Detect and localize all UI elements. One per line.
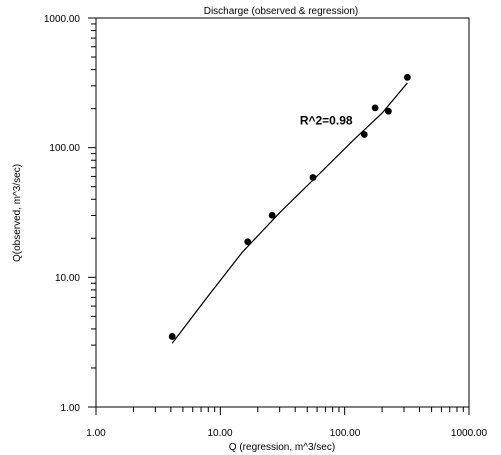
x-major-ticks bbox=[95, 407, 470, 415]
data-point-2 bbox=[244, 238, 252, 246]
x-tick-label-1000: 1000.00 bbox=[451, 428, 488, 439]
data-point-3 bbox=[268, 211, 276, 219]
data-point-4 bbox=[309, 174, 317, 181]
r2-annotation: R^2=0.98 bbox=[300, 113, 353, 127]
y-minor-ticks bbox=[91, 23, 96, 369]
y-tick-label-1000: 1000.00 bbox=[44, 14, 81, 25]
x-tick-label-10: 10.00 bbox=[207, 428, 232, 439]
regression-line bbox=[171, 82, 408, 344]
x-minor-ticks bbox=[132, 407, 464, 412]
data-point-5 bbox=[360, 131, 368, 138]
y-tick-label-100: 100.00 bbox=[49, 143, 80, 154]
plot-frame bbox=[95, 17, 470, 408]
x-tick-label-100: 100.00 bbox=[330, 428, 361, 439]
chart-title: Discharge (observed & regression) bbox=[204, 6, 359, 17]
y-tick-label-10: 10.00 bbox=[55, 273, 80, 284]
data-point-8 bbox=[403, 73, 411, 81]
data-point-1 bbox=[168, 333, 176, 340]
x-axis-label: Q (regression, m^3/sec) bbox=[229, 442, 335, 453]
y-tick-label-1: 1.00 bbox=[61, 403, 81, 414]
data-point-7 bbox=[384, 107, 392, 115]
y-major-ticks bbox=[88, 17, 96, 408]
x-tick-label-1: 1.00 bbox=[86, 428, 106, 439]
data-point-6 bbox=[371, 104, 379, 112]
y-axis-label: Q(observed, m^3/sec) bbox=[12, 164, 23, 262]
data-points bbox=[168, 73, 411, 340]
